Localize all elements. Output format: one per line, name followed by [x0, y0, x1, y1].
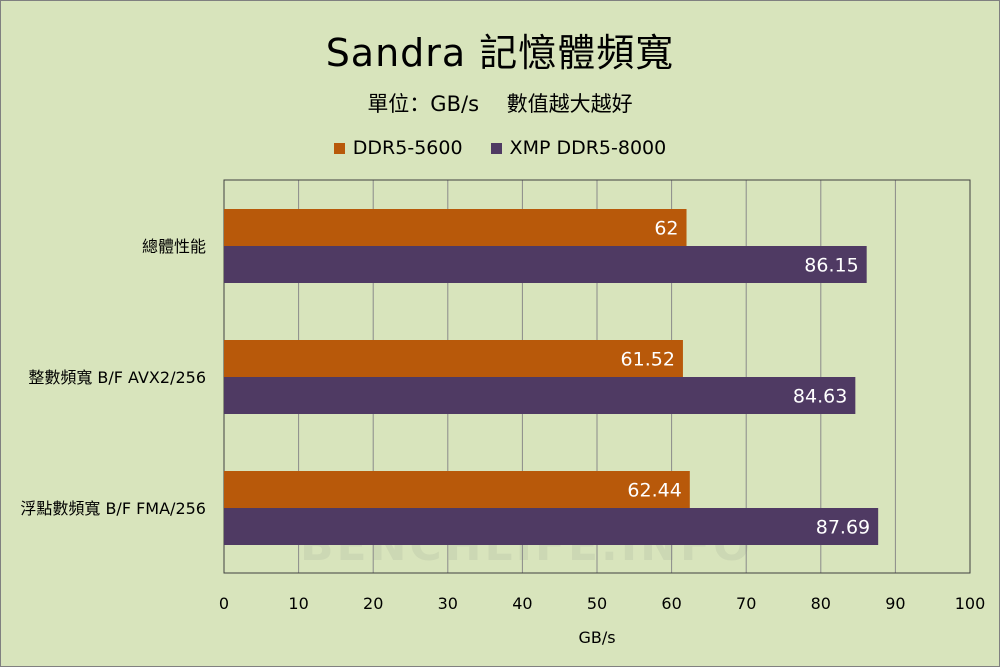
- legend-label-xmp-ddr5-8000: XMP DDR5-8000: [509, 137, 667, 159]
- bar-ddr5-5600-1: [224, 340, 683, 377]
- legend: DDR5-5600 XMP DDR5-8000: [0, 137, 1000, 159]
- legend-swatch-xmp-ddr5-8000: [490, 142, 502, 154]
- bar-ddr5-5600-2: [224, 471, 690, 508]
- x-axis-title: GB/s: [578, 628, 615, 647]
- category-label-1: 整數頻寬 B/F AVX2/256: [28, 368, 206, 387]
- chart-title: Sandra 記憶體頻寬: [325, 31, 675, 75]
- legend-label-ddr5-5600: DDR5-5600: [352, 137, 463, 159]
- data-label-ddr5-5600-1: 61.52: [621, 349, 675, 371]
- x-tick-label-100: 100: [955, 594, 986, 613]
- data-label-xmp-ddr5-8000-0: 86.15: [804, 255, 858, 277]
- x-tick-label-10: 10: [288, 594, 308, 613]
- x-tick-label-80: 80: [811, 594, 831, 613]
- x-tick-label-90: 90: [885, 594, 905, 613]
- legend-swatch-ddr5-5600: [333, 142, 345, 154]
- bar-xmp-ddr5-8000-1: [224, 377, 856, 414]
- legend-item-xmp-ddr5-8000: XMP DDR5-8000: [490, 137, 667, 159]
- x-tick-label-50: 50: [587, 594, 607, 613]
- bar-ddr5-5600-0: [224, 209, 687, 246]
- category-label-0: 總體性能: [142, 237, 206, 256]
- x-tick-label-70: 70: [736, 594, 756, 613]
- x-tick-label-20: 20: [363, 594, 383, 613]
- data-label-xmp-ddr5-8000-2: 87.69: [816, 517, 870, 539]
- x-tick-label-60: 60: [661, 594, 681, 613]
- bar-xmp-ddr5-8000-2: [224, 508, 879, 545]
- bar-xmp-ddr5-8000-0: [224, 246, 867, 283]
- x-tick-label-40: 40: [512, 594, 532, 613]
- chart-subtitle: 單位：GB/s 數值越大越好: [367, 92, 633, 116]
- x-tick-label-30: 30: [438, 594, 458, 613]
- x-tick-label-0: 0: [219, 594, 229, 613]
- legend-item-ddr5-5600: DDR5-5600: [333, 137, 463, 159]
- data-label-xmp-ddr5-8000-1: 84.63: [793, 386, 847, 408]
- data-label-ddr5-5600-0: 62: [654, 218, 678, 240]
- category-label-2: 浮點數頻寬 B/F FMA/256: [20, 499, 206, 518]
- data-label-ddr5-5600-2: 62.44: [627, 480, 681, 502]
